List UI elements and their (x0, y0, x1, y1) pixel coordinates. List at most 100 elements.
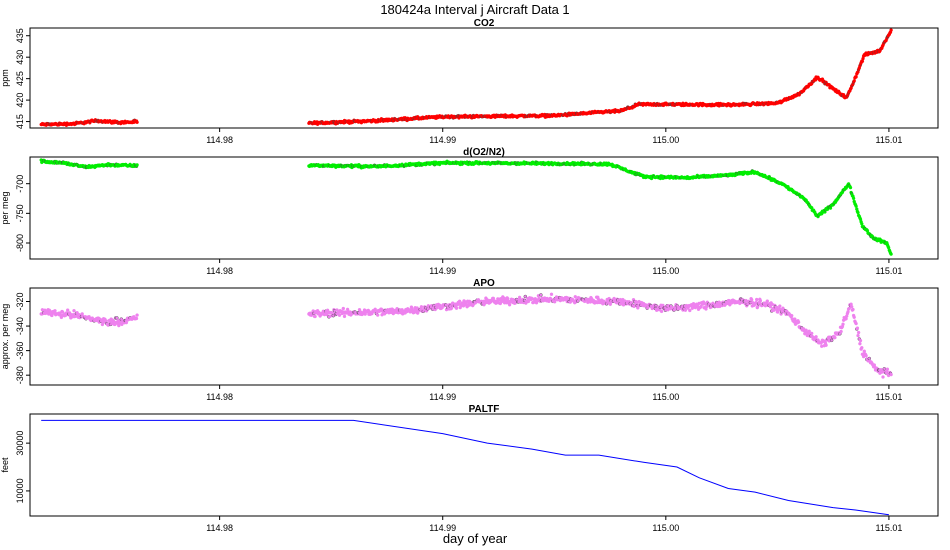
data-point (856, 333, 860, 338)
panels: CO2 ppm 114.98 114.99 115.00 115.01 415 420 425 4… (0, 18, 939, 533)
data-point (833, 335, 837, 340)
data-point (755, 297, 759, 302)
data-point (856, 330, 861, 335)
data-point (688, 308, 692, 313)
data-point (765, 299, 769, 303)
data-point (135, 120, 139, 125)
data-point (852, 315, 856, 319)
y-tick-label: -750 (15, 204, 25, 222)
series-line (41, 419, 889, 516)
y-axis-label: approx. per meg (0, 304, 10, 370)
y-tick-label: -800 (15, 234, 25, 252)
data-point (854, 321, 858, 326)
panel-frame (29, 27, 939, 129)
data-point (124, 320, 129, 325)
data-point (419, 305, 424, 309)
data-point (852, 79, 856, 83)
data-point (454, 306, 459, 310)
data-point (860, 222, 864, 226)
y-tick-label: 435 (15, 28, 25, 43)
data-point (854, 204, 858, 208)
y-tick-label: -700 (15, 175, 25, 193)
data-point (449, 306, 454, 310)
y-tick-label: 430 (15, 50, 25, 65)
panel-1: d(O2/N2) per meg 114.98 114.99 115.00 115.01 -… (0, 147, 939, 276)
data-point (850, 305, 854, 309)
x-tick-label: 115.01 (875, 135, 902, 145)
data-point (59, 315, 64, 320)
x-tick-label: 114.99 (429, 266, 456, 276)
figure-title: 180424a Interval j Aircraft Data 1 (380, 2, 569, 17)
data-point (851, 196, 856, 201)
x-tick-label: 114.98 (206, 135, 233, 145)
panel-frame (29, 413, 939, 517)
data-point (523, 294, 527, 299)
y-axis-label: feet (0, 457, 10, 473)
x-tick-label: 115.01 (875, 266, 902, 276)
data-point (858, 342, 862, 346)
x-tick-label: 115.00 (652, 135, 679, 145)
data-point (882, 367, 886, 371)
data-point (457, 299, 462, 303)
y-tick-label: -340 (15, 317, 25, 335)
y-tick-label: -320 (15, 292, 25, 310)
data-point (851, 307, 855, 312)
y-tick-label: -380 (15, 366, 25, 384)
panel-3: PALTF feet 114.98 114.99 115.00 115.01 10000 30… (0, 404, 939, 533)
data-point (885, 367, 890, 371)
x-tick-label: 114.99 (429, 392, 456, 402)
panel-title: PALTF (469, 404, 500, 415)
data-point (830, 338, 834, 343)
panel-title: APO (473, 278, 495, 289)
data-point (790, 313, 794, 318)
panel-frame (29, 156, 939, 260)
x-tick-label: 115.01 (875, 392, 902, 402)
x-tick-label: 115.00 (652, 392, 679, 402)
data-point (810, 331, 814, 336)
data-point (889, 252, 893, 256)
data-point (135, 163, 139, 167)
data-point (854, 75, 858, 79)
data-point (807, 329, 811, 333)
y-tick-label: -360 (15, 342, 25, 360)
data-point (796, 320, 801, 324)
x-tick-label: 114.99 (429, 523, 456, 533)
x-tick-label: 115.01 (875, 523, 902, 533)
data-point (844, 317, 848, 321)
x-tick-label: 114.99 (429, 135, 456, 145)
x-tick-label: 115.00 (652, 523, 679, 533)
data-point (839, 329, 843, 334)
data-point (363, 312, 367, 316)
data-point (506, 297, 510, 301)
data-point (120, 322, 124, 327)
y-tick-label: 10000 (15, 478, 25, 503)
data-point (104, 319, 108, 323)
data-point (53, 309, 57, 313)
data-point (573, 295, 577, 299)
data-point (858, 338, 863, 343)
data-point (60, 310, 65, 314)
data-point (841, 322, 845, 326)
data-point (867, 356, 871, 361)
data-point (539, 293, 543, 297)
data-point (65, 308, 70, 312)
data-point (855, 326, 860, 330)
data-point (115, 316, 119, 320)
data-point (889, 372, 893, 377)
y-tick-label: 425 (15, 71, 25, 86)
data-point (856, 210, 860, 215)
y-axis-label: ppm (0, 69, 10, 87)
y-tick-label: 415 (15, 114, 25, 129)
data-point (864, 354, 868, 358)
data-point (860, 59, 865, 63)
data-point (549, 292, 554, 296)
data-point (758, 299, 763, 303)
panel-title: d(O2/N2) (463, 147, 505, 158)
data-point (881, 375, 885, 379)
data-point (659, 309, 664, 314)
panel-2: APO approx. per meg 114.98 114.99 115.00 115.… (0, 278, 939, 402)
data-point (848, 185, 853, 190)
data-point (135, 313, 139, 317)
y-tick-label: 30000 (15, 431, 25, 456)
